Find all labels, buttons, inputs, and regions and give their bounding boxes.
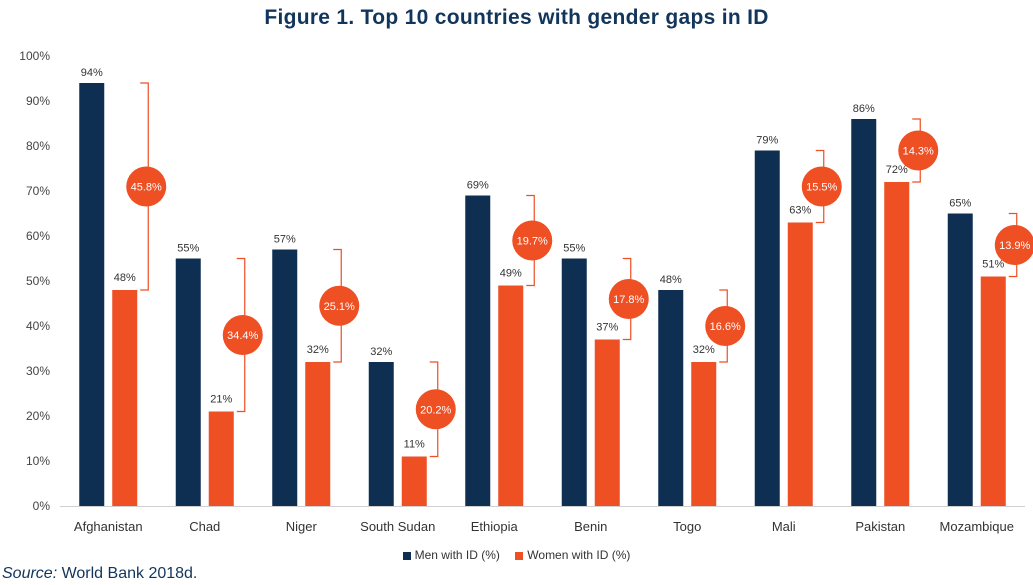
bar-women <box>305 362 331 506</box>
gap-label: 16.6% <box>710 321 741 333</box>
gap-label: 15.5% <box>806 182 837 194</box>
y-tick-label: 40% <box>26 319 50 333</box>
data-label-men: 79% <box>756 135 778 147</box>
y-tick-label: 60% <box>26 229 50 243</box>
data-label-men: 69% <box>467 180 489 192</box>
category-label: Chad <box>189 519 220 534</box>
data-label-men: 65% <box>949 198 971 210</box>
data-label-women: 49% <box>500 268 522 280</box>
gap-circle <box>126 166 167 207</box>
source-text: World Bank 2018d. <box>57 565 198 582</box>
gap-label: 20.2% <box>420 404 451 416</box>
bar-men <box>754 150 780 506</box>
bar-men <box>175 258 201 506</box>
bar-men <box>79 83 105 506</box>
bar-women <box>980 276 1006 506</box>
legend-label-men: Men with ID (%) <box>414 548 500 562</box>
data-label-men: 55% <box>563 243 585 255</box>
bar-women <box>498 285 524 506</box>
bar-women <box>401 456 427 506</box>
data-label-women: 32% <box>693 344 715 356</box>
gap-circle <box>415 389 456 430</box>
bar-chart: 0% 10% 20% 30% 40% 50% 60% 70% 80% 90% 100% 94% 48% A… <box>19 49 1033 534</box>
category-label: South Sudan <box>360 519 435 534</box>
category-label: Mali <box>772 519 796 534</box>
category-label: Ethiopia <box>471 519 519 534</box>
data-label-women: 32% <box>307 344 329 356</box>
data-label-women: 37% <box>596 322 618 334</box>
chart-title: Figure 1. Top 10 countries with gender g… <box>264 6 769 29</box>
data-label-women: 63% <box>789 205 811 217</box>
source-note: Source: World Bank 2018d. <box>2 565 197 583</box>
gap-label: 17.8% <box>613 294 644 306</box>
gap-circle <box>319 285 360 326</box>
bar-women <box>594 339 620 506</box>
bar-women <box>691 362 717 506</box>
gap-label: 19.7% <box>517 236 548 248</box>
gap-circle <box>898 130 939 171</box>
y-tick-label: 80% <box>26 139 50 153</box>
data-label-men: 94% <box>81 67 103 79</box>
gap-circle <box>994 225 1033 265</box>
gap-label: 34.4% <box>227 330 258 342</box>
data-label-women: 21% <box>210 394 232 406</box>
gap-circle <box>512 220 553 261</box>
category-label: Niger <box>286 519 318 534</box>
gap-label: 14.3% <box>903 146 934 158</box>
bar-women <box>208 411 234 506</box>
category-label: Pakistan <box>855 519 905 534</box>
data-label-women: 51% <box>982 259 1004 271</box>
y-tick-label: 10% <box>26 454 50 468</box>
legend-label-women: Women with ID (%) <box>527 548 631 562</box>
legend-swatch-men <box>402 551 411 560</box>
category-label: Afghanistan <box>74 519 143 534</box>
data-label-men: 32% <box>370 346 392 358</box>
category-label: Togo <box>673 519 701 534</box>
gap-circle <box>705 306 746 346</box>
gap-circle <box>608 279 649 319</box>
data-label-men: 57% <box>274 234 296 246</box>
bar-men <box>368 362 394 506</box>
legend: Men with ID (%) Women with ID (%) <box>0 548 1033 562</box>
gap-label: 25.1% <box>324 301 355 313</box>
data-label-men: 48% <box>660 274 682 286</box>
bar-men <box>561 258 587 506</box>
gap-circle <box>801 166 842 207</box>
data-label-women: 11% <box>404 439 425 451</box>
legend-item-women: Women with ID (%) <box>515 548 630 562</box>
y-tick-label: 100% <box>19 49 50 63</box>
y-tick-label: 50% <box>26 274 50 288</box>
gap-circle <box>222 315 263 355</box>
y-tick-label: 70% <box>26 184 50 198</box>
data-label-men: 86% <box>853 103 875 115</box>
y-tick-label: 30% <box>26 364 50 378</box>
bar-men <box>658 290 684 506</box>
bar-women <box>884 182 910 506</box>
data-label-women: 72% <box>886 164 908 176</box>
y-tick-label: 0% <box>33 499 51 513</box>
y-tick-label: 20% <box>26 409 50 423</box>
y-tick-label: 90% <box>26 94 50 108</box>
category-label: Benin <box>574 519 607 534</box>
gap-label: 45.8% <box>131 182 162 194</box>
category-label: Mozambique <box>940 519 1014 534</box>
gap-label: 13.9% <box>999 240 1030 252</box>
bar-men <box>272 249 298 506</box>
bar-women <box>112 290 138 506</box>
bar-men <box>851 119 877 506</box>
data-label-men: 55% <box>177 243 199 255</box>
legend-swatch-women <box>515 551 524 560</box>
bar-men <box>947 213 973 506</box>
bar-men <box>465 195 491 506</box>
source-prefix: Source: <box>2 565 58 582</box>
data-label-women: 48% <box>114 272 136 284</box>
legend-item-men: Men with ID (%) <box>402 548 500 562</box>
bar-women <box>787 222 813 506</box>
